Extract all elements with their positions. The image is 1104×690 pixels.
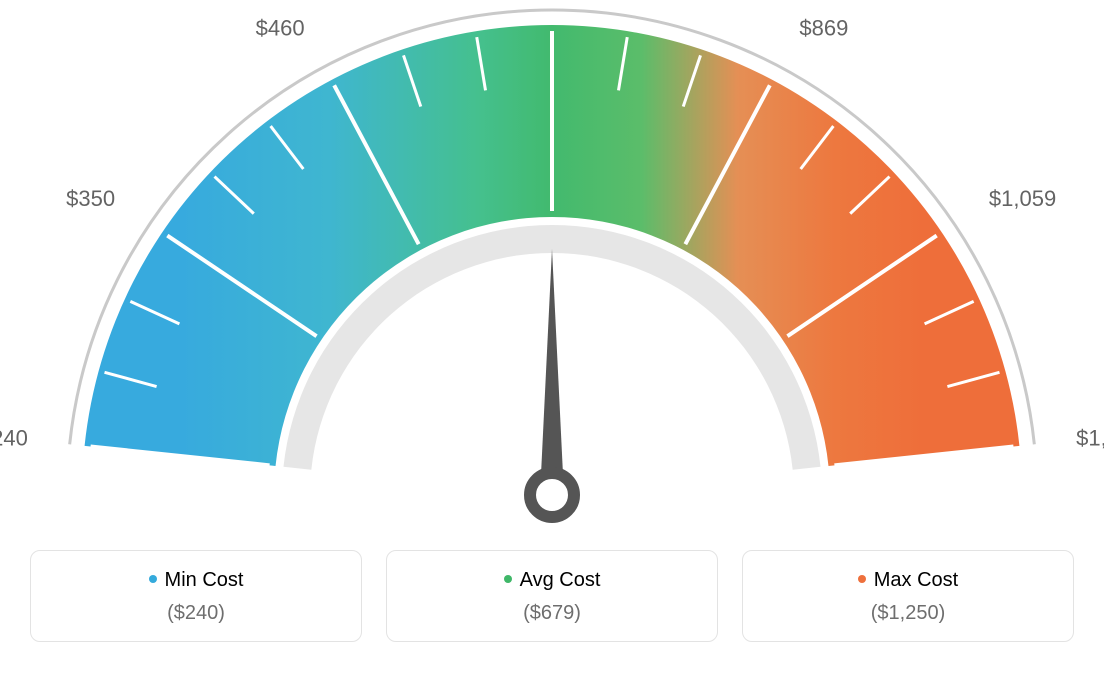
legend-label-avg: Avg Cost bbox=[520, 569, 601, 591]
legend-label-max: Max Cost bbox=[874, 569, 958, 591]
cost-gauge: $240$350$460$679$869$1,059$1,250 bbox=[0, 0, 1104, 540]
dot-min bbox=[149, 575, 157, 583]
gauge-tick-label: $1,059 bbox=[989, 186, 1056, 211]
gauge-tick-label: $240 bbox=[0, 426, 28, 451]
gauge-needle-hub bbox=[530, 473, 574, 517]
dot-avg bbox=[504, 575, 512, 583]
legend-label-min: Min Cost bbox=[165, 569, 244, 591]
gauge-svg: $240$350$460$679$869$1,059$1,250 bbox=[0, 0, 1104, 540]
legend-row: Min Cost ($240) Avg Cost ($679) Max Cost… bbox=[0, 540, 1104, 642]
gauge-tick-label: $350 bbox=[66, 186, 115, 211]
dot-max bbox=[858, 575, 866, 583]
legend-card-max: Max Cost ($1,250) bbox=[742, 550, 1074, 642]
gauge-tick-label: $1,250 bbox=[1076, 426, 1104, 451]
gauge-tick-label: $460 bbox=[256, 15, 305, 40]
legend-card-avg: Avg Cost ($679) bbox=[386, 550, 718, 642]
legend-title-max: Max Cost bbox=[753, 569, 1063, 592]
gauge-tick-label: $869 bbox=[799, 15, 848, 40]
legend-value-max: ($1,250) bbox=[753, 602, 1063, 625]
legend-title-min: Min Cost bbox=[41, 569, 351, 592]
legend-value-avg: ($679) bbox=[397, 602, 707, 625]
legend-value-min: ($240) bbox=[41, 602, 351, 625]
legend-card-min: Min Cost ($240) bbox=[30, 550, 362, 642]
gauge-needle bbox=[540, 249, 564, 495]
legend-title-avg: Avg Cost bbox=[397, 569, 707, 592]
